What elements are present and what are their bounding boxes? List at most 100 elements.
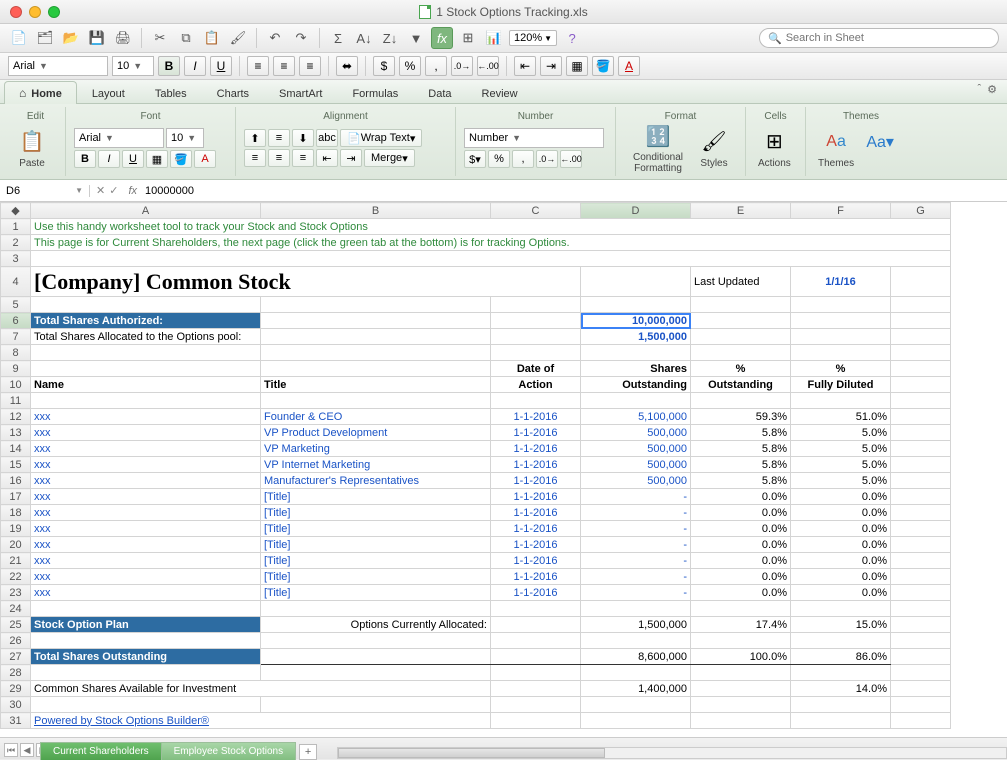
select-all-corner[interactable]: ◆ <box>1 203 31 219</box>
cell-total-auth[interactable]: 10,000,000 <box>581 313 691 329</box>
cell-date[interactable]: 1-1-2016 <box>491 569 581 585</box>
ribbon-tab-review[interactable]: Review <box>467 83 533 104</box>
cell[interactable] <box>891 585 951 601</box>
cell-pout[interactable]: 0.0% <box>691 585 791 601</box>
actions-button[interactable]: ⊞ Actions <box>754 126 795 171</box>
cell-hdr-name[interactable]: Name <box>31 377 261 393</box>
cell-name[interactable]: xxx <box>31 505 261 521</box>
cell-pout[interactable]: 5.8% <box>691 457 791 473</box>
cell-hdr-pdil[interactable]: Fully Diluted <box>791 377 891 393</box>
cell[interactable] <box>891 505 951 521</box>
align-l[interactable]: ≡ <box>244 149 266 167</box>
cell-avail-pdil[interactable]: 14.0% <box>791 681 891 697</box>
align-mid[interactable]: ≡ <box>268 129 290 147</box>
tab-nav-first-icon[interactable]: ⏮ <box>4 743 18 757</box>
cell[interactable] <box>891 569 951 585</box>
cell-name[interactable]: xxx <box>31 585 261 601</box>
chart-icon[interactable]: 📊 <box>483 27 505 49</box>
cell-pout[interactable]: 59.3% <box>691 409 791 425</box>
cell-date[interactable]: 1-1-2016 <box>491 457 581 473</box>
ribbon-tab-home[interactable]: Home <box>4 81 77 104</box>
cell-pout[interactable]: 0.0% <box>691 553 791 569</box>
cell-hdr-pout[interactable]: Outstanding <box>691 377 791 393</box>
cell-name[interactable]: xxx <box>31 489 261 505</box>
ribbon-size-combo[interactable]: 10▼ <box>166 128 204 148</box>
cell-avail-label[interactable]: Common Shares Available for Investment <box>31 681 491 697</box>
row-header[interactable]: 1 <box>1 219 31 235</box>
indent-inc[interactable]: ⇥ <box>340 149 362 167</box>
row-header[interactable]: 17 <box>1 489 31 505</box>
col-header-G[interactable]: G <box>891 203 951 219</box>
cell[interactable] <box>891 553 951 569</box>
save-icon[interactable]: 💾 <box>86 27 108 49</box>
ribbon-border[interactable]: ▦ <box>146 150 168 168</box>
decrease-decimal-button[interactable]: .0→ <box>451 56 473 76</box>
add-sheet-button[interactable]: + <box>299 744 317 760</box>
indent-left-button[interactable]: ⇤ <box>514 56 536 76</box>
cell-total-alloc[interactable]: 1,500,000 <box>581 329 691 345</box>
row-header[interactable]: 2 <box>1 235 31 251</box>
bold-button[interactable]: B <box>158 56 180 76</box>
align-left-button[interactable]: ≡ <box>247 56 269 76</box>
cell-name[interactable]: xxx <box>31 537 261 553</box>
fx-button-icon[interactable]: fx <box>431 27 453 49</box>
cell[interactable] <box>891 489 951 505</box>
styles-button[interactable]: 🖌 Styles <box>696 126 732 171</box>
indent-right-button[interactable]: ⇥ <box>540 56 562 76</box>
row-header[interactable]: 4 <box>1 267 31 297</box>
cell-pout[interactable]: 0.0% <box>691 489 791 505</box>
row-header[interactable]: 3 <box>1 251 31 267</box>
cell-date[interactable]: 1-1-2016 <box>491 441 581 457</box>
ribbon-settings-icon[interactable]: ⚙ <box>987 83 997 96</box>
row-header[interactable]: 5 <box>1 297 31 313</box>
merge-cells-button[interactable]: ⬌ <box>336 56 358 76</box>
col-header-E[interactable]: E <box>691 203 791 219</box>
row-header[interactable]: 18 <box>1 505 31 521</box>
row-header[interactable]: 10 <box>1 377 31 393</box>
row-header[interactable]: 16 <box>1 473 31 489</box>
cell-hdr-date-top[interactable]: Date of <box>491 361 581 377</box>
wrap-text-button[interactable]: 📄 Wrap Text ▾ <box>340 129 422 147</box>
cell-shares[interactable]: - <box>581 521 691 537</box>
search-input[interactable] <box>786 32 990 44</box>
row-header[interactable]: 30 <box>1 697 31 713</box>
col-header-A[interactable]: A <box>31 203 261 219</box>
col-header-B[interactable]: B <box>261 203 491 219</box>
increase-decimal-button[interactable]: ←.00 <box>477 56 499 76</box>
cut-icon[interactable]: ✂ <box>149 27 171 49</box>
cell-date[interactable]: 1-1-2016 <box>491 489 581 505</box>
sort-asc-icon[interactable]: A↓ <box>353 27 375 49</box>
cell[interactable] <box>891 425 951 441</box>
cell-title[interactable]: [Title] <box>261 569 491 585</box>
row-header[interactable]: 25 <box>1 617 31 633</box>
currency-button[interactable]: $ <box>373 56 395 76</box>
cell-date[interactable]: 1-1-2016 <box>491 505 581 521</box>
cell-shares[interactable]: 500,000 <box>581 425 691 441</box>
cell-last-updated-label[interactable]: Last Updated <box>691 267 791 297</box>
align-r[interactable]: ≡ <box>292 149 314 167</box>
cell-total-alloc-label[interactable]: Total Shares Allocated to the Options po… <box>31 329 261 345</box>
cell-title[interactable]: VP Product Development <box>261 425 491 441</box>
cell-hdr-title[interactable]: Title <box>261 377 491 393</box>
collapse-ribbon-icon[interactable]: ˆ <box>977 83 981 96</box>
ribbon-font-color[interactable]: A <box>194 150 216 168</box>
sheet-tab-options[interactable]: Employee Stock Options <box>161 742 297 760</box>
align-right-button[interactable]: ≡ <box>299 56 321 76</box>
ribbon-italic[interactable]: I <box>98 150 120 168</box>
cell-date[interactable]: 1-1-2016 <box>491 585 581 601</box>
cell-pdil[interactable]: 5.0% <box>791 473 891 489</box>
percent-button[interactable]: % <box>399 56 421 76</box>
cell-pout[interactable]: 5.8% <box>691 441 791 457</box>
horizontal-scrollbar[interactable] <box>337 747 1007 759</box>
copy-icon[interactable]: ⧉ <box>175 27 197 49</box>
cell[interactable] <box>891 473 951 489</box>
cell-name[interactable]: xxx <box>31 553 261 569</box>
show-formulas-icon[interactable]: ⊞ <box>457 27 479 49</box>
cell-total-out[interactable]: 8,600,000 <box>581 649 691 665</box>
row-header[interactable]: 8 <box>1 345 31 361</box>
align-bot[interactable]: ⬇ <box>292 129 314 147</box>
conditional-formatting-button[interactable]: 🔢 Conditional Formatting <box>624 120 692 176</box>
ribbon-tab-charts[interactable]: Charts <box>202 83 264 104</box>
cell-pdil[interactable]: 0.0% <box>791 553 891 569</box>
ribbon-tab-layout[interactable]: Layout <box>77 83 140 104</box>
